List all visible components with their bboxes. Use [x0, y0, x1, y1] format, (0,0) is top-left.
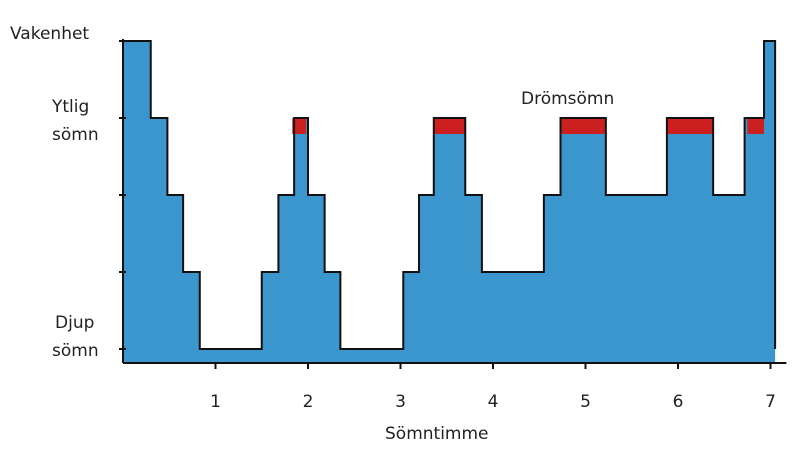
plot-area	[123, 40, 777, 363]
rem-marker-1	[292, 118, 307, 134]
y-label-light-line1: Ytlig	[51, 97, 89, 117]
y-label-wake: Vakenhet	[10, 24, 89, 44]
sleep-stage-line	[123, 40, 777, 350]
x-tick-label-3: 3	[395, 392, 406, 412]
rem-marker-5	[747, 118, 765, 134]
x-axis-label: Sömntimme	[385, 424, 489, 444]
x-tick-label-6: 6	[673, 392, 684, 412]
sleep-stage-area	[123, 41, 776, 363]
axes: 1 2 3 4 5 6 7	[119, 39, 787, 412]
y-label-deep-line1: Djup	[55, 313, 94, 333]
x-tick-label-7: 7	[765, 392, 776, 412]
x-tick-label-2: 2	[303, 392, 314, 412]
rem-marker-2	[433, 118, 466, 134]
y-label-deep-line2: sömn	[52, 341, 99, 361]
rem-annotation: Drömsömn	[521, 89, 614, 109]
x-tick-label-5: 5	[580, 392, 591, 412]
y-label-light-line2: sömn	[52, 125, 99, 145]
rem-marker-3	[560, 118, 606, 134]
x-tick-label-4: 4	[488, 392, 499, 412]
rem-marker-4	[666, 118, 714, 134]
x-tick-label-1: 1	[210, 392, 221, 412]
